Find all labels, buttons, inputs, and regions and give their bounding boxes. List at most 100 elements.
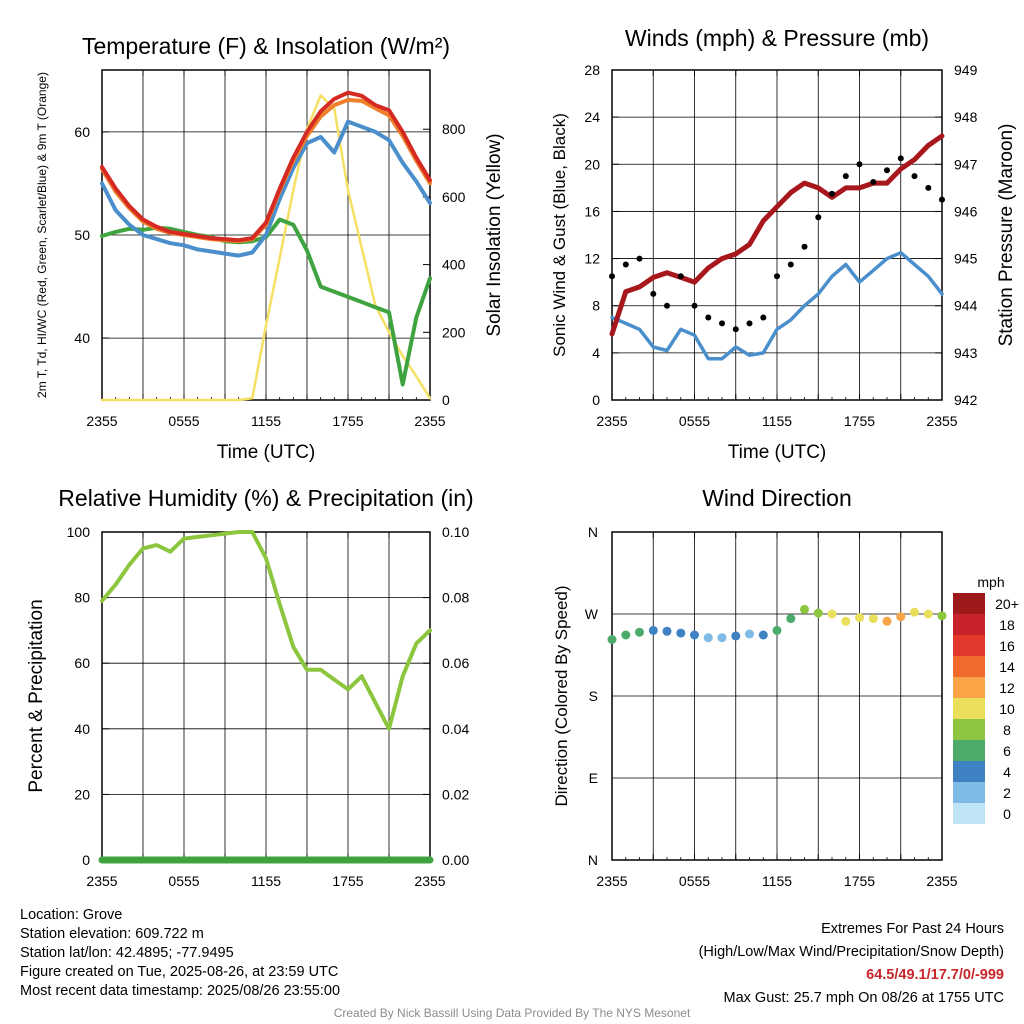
colorbar-swatch xyxy=(953,803,985,824)
y-tick-label: 20 xyxy=(584,156,600,172)
colorbar-swatch xyxy=(953,761,985,782)
gust-point xyxy=(870,179,877,185)
colorbar-swatch xyxy=(953,614,985,635)
y-tick-label: 40 xyxy=(74,721,90,737)
chart-title: Temperature (F) & Insolation (W/m²) xyxy=(82,33,450,59)
panel-1: Temperature (F) & Insolation (W/m²) 2355 0… xyxy=(35,33,505,463)
y-axis-label-left: 2m T, Td, HI/WC (Red, Green, Scarlet/Blu… xyxy=(35,72,49,398)
colorbar-swatch xyxy=(953,635,985,656)
colorbar-label: 8 xyxy=(1003,722,1011,738)
x-tick-label: 1155 xyxy=(762,413,792,429)
colorbar-swatch xyxy=(953,719,985,740)
x-axis-label: Time (UTC) xyxy=(217,442,316,463)
series-line xyxy=(100,90,432,243)
series-line xyxy=(100,530,432,731)
credit-line: Created By Nick Bassill Using Data Provi… xyxy=(333,1006,691,1020)
gust-point xyxy=(732,326,739,333)
y-tick-label: 8 xyxy=(592,298,600,314)
y-tick-label: 200 xyxy=(442,324,466,340)
gust-point xyxy=(925,184,932,191)
y-tick-label: 24 xyxy=(584,109,600,125)
y-tick-label: 0.06 xyxy=(442,655,469,671)
x-tick-label: 1155 xyxy=(251,413,281,429)
colorbar-label: 0 xyxy=(1003,806,1011,822)
y-tick-label: 12 xyxy=(584,251,600,267)
gust-point xyxy=(719,320,725,327)
speed-colorbar: mph 20+ 18 16 14 12 10 8 6 4 2 0 xyxy=(953,574,1019,824)
y-tick-label: 947 xyxy=(954,156,978,172)
direction-point xyxy=(621,630,631,640)
y-tick-label: 946 xyxy=(954,203,978,219)
y-tick-label: 60 xyxy=(74,655,90,671)
gust-point xyxy=(691,302,698,309)
direction-point xyxy=(662,626,672,636)
gust-point xyxy=(760,314,767,321)
station-latlon: Station lat/lon: 42.4895; -77.9495 xyxy=(20,945,234,961)
gust-point xyxy=(622,261,629,268)
gust-point xyxy=(911,173,918,180)
y-axis-label-left: Direction (Colored By Speed) xyxy=(552,585,571,806)
x-tick-label: 2355 xyxy=(596,413,627,429)
y-tick-label: 0 xyxy=(82,852,90,868)
direction-point xyxy=(758,630,768,640)
y-tick-label: 948 xyxy=(954,109,978,125)
extremes-info: Extremes For Past 24 Hours (High/Low/Max… xyxy=(699,918,1004,1010)
y-axis-label-left: Sonic Wind & Gust (Blue, Black) xyxy=(550,113,569,357)
gust-point xyxy=(829,190,835,197)
gust-point xyxy=(705,314,712,321)
colorbar-swatch xyxy=(953,656,985,677)
direction-point xyxy=(868,614,878,624)
extremes-subtitle: (High/Low/Max Wind/Precipitation/Snow De… xyxy=(698,944,1004,960)
y-tick-label: 0 xyxy=(442,392,450,408)
colorbar-label: 10 xyxy=(999,701,1015,717)
y-tick-label: 945 xyxy=(954,251,978,267)
x-tick-label: 2355 xyxy=(86,413,117,429)
y-tick-label: 400 xyxy=(442,257,466,273)
x-tick-label: 2355 xyxy=(414,413,445,429)
direction-point xyxy=(827,609,837,619)
y-tick-label: S xyxy=(589,688,598,704)
direction-point xyxy=(910,607,919,617)
y-tick-label: 0.04 xyxy=(442,721,469,737)
colorbar-swatch xyxy=(953,593,985,614)
direction-point xyxy=(813,608,823,618)
x-tick-label: 0555 xyxy=(168,873,199,889)
x-tick-label: 0555 xyxy=(679,413,710,429)
direction-point xyxy=(635,627,644,637)
gust-point xyxy=(650,290,657,297)
direction-point xyxy=(772,625,782,635)
x-tick-label: 2355 xyxy=(596,873,627,889)
max-gust: Max Gust: 25.7 mph On 08/26 at 1755 UTC xyxy=(723,990,1004,1006)
colorbar-label: 2 xyxy=(1003,785,1011,801)
colorbar-label: 18 xyxy=(999,617,1015,633)
gust-point xyxy=(677,273,684,280)
extremes-title: Extremes For Past 24 Hours xyxy=(821,921,1004,937)
x-tick-label: 2355 xyxy=(926,873,957,889)
x-tick-label: 1155 xyxy=(762,873,792,889)
y-tick-label: 4 xyxy=(592,345,600,361)
direction-point xyxy=(896,612,906,622)
chart-title: Relative Humidity (%) & Precipitation (i… xyxy=(58,485,473,511)
gust-point xyxy=(815,214,822,221)
x-tick-label: 0555 xyxy=(679,873,710,889)
gust-point xyxy=(856,161,863,168)
x-tick-label: 1755 xyxy=(844,413,875,429)
colorbar-swatch xyxy=(953,782,985,803)
x-axis-label: Time (UTC) xyxy=(728,442,827,463)
x-tick-label: 1755 xyxy=(332,413,363,429)
direction-point xyxy=(676,628,686,638)
direction-point xyxy=(882,616,892,626)
y-tick-label: 20 xyxy=(74,786,90,802)
y-axis-label-left: Percent & Precipitation xyxy=(26,599,47,792)
gust-point xyxy=(636,255,643,262)
gust-point xyxy=(801,243,808,250)
gust-point xyxy=(609,273,615,280)
direction-point xyxy=(937,611,947,621)
colorbar-label: 14 xyxy=(999,659,1015,675)
panel-4: Wind Direction 2355 0555 1155 1755 2355 N E S W N D… xyxy=(552,485,1019,889)
y-tick-label: W xyxy=(585,606,599,622)
y-tick-label: 0.08 xyxy=(442,590,469,606)
gust-point xyxy=(897,155,904,162)
station-elevation: Station elevation: 609.722 m xyxy=(20,926,204,942)
y-tick-label: N xyxy=(588,852,598,868)
